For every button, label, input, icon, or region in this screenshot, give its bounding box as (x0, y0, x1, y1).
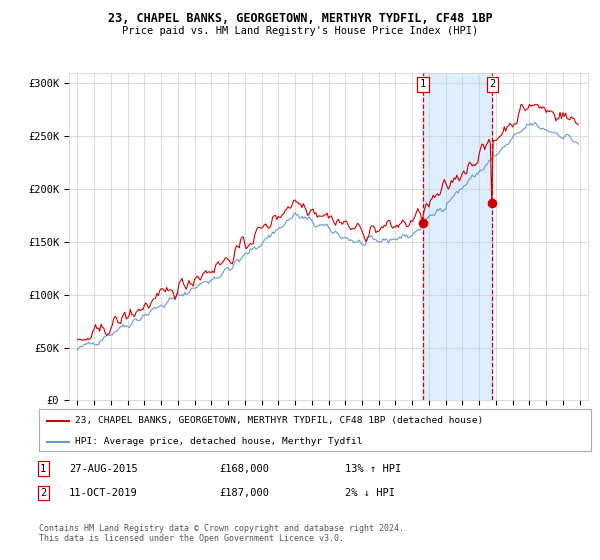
Text: 1: 1 (420, 80, 426, 90)
Bar (423, 73, 492, 400)
Text: 2: 2 (489, 80, 496, 90)
Point (487, 198, 497, 207)
Text: 27-AUG-2015: 27-AUG-2015 (69, 464, 138, 474)
Text: 23, CHAPEL BANKS, GEORGETOWN, MERTHYR TYDFIL, CF48 1BP: 23, CHAPEL BANKS, GEORGETOWN, MERTHYR TY… (107, 12, 493, 25)
Text: Price paid vs. HM Land Registry's House Price Index (HPI): Price paid vs. HM Land Registry's House … (122, 26, 478, 36)
Text: 13% ↑ HPI: 13% ↑ HPI (345, 464, 401, 474)
Text: 11-OCT-2019: 11-OCT-2019 (69, 488, 138, 498)
Text: HPI: Average price, detached house, Merthyr Tydfil: HPI: Average price, detached house, Mert… (75, 437, 362, 446)
Text: £187,000: £187,000 (219, 488, 269, 498)
Text: 23, CHAPEL BANKS, GEORGETOWN, MERTHYR TYDFIL, CF48 1BP (detached house): 23, CHAPEL BANKS, GEORGETOWN, MERTHYR TY… (75, 416, 483, 425)
Point (418, 218, 428, 227)
Text: 1: 1 (40, 464, 46, 474)
Text: 2: 2 (40, 488, 46, 498)
Text: Contains HM Land Registry data © Crown copyright and database right 2024.
This d: Contains HM Land Registry data © Crown c… (39, 524, 404, 543)
Text: £168,000: £168,000 (219, 464, 269, 474)
Text: 2% ↓ HPI: 2% ↓ HPI (345, 488, 395, 498)
